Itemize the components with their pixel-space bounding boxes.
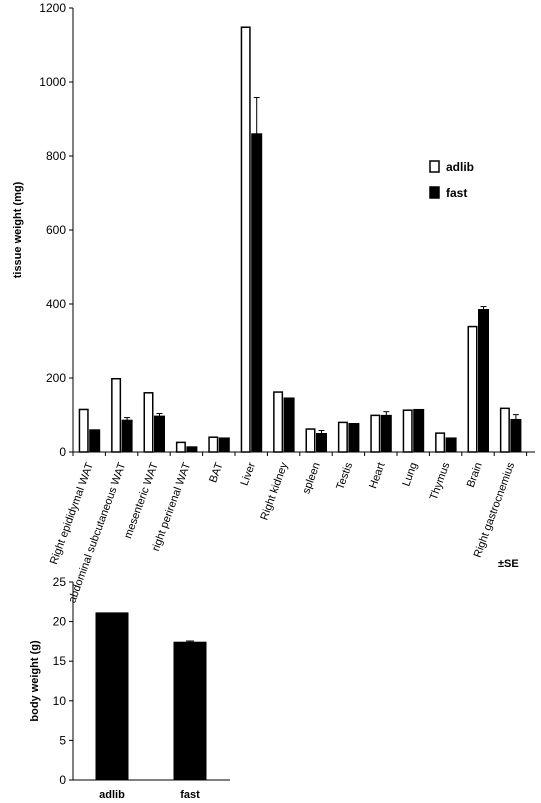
- body-y-tick-label: 10: [53, 694, 67, 708]
- bar-adlib-spleen: [305, 428, 316, 453]
- category-label: Right kidney: [258, 460, 290, 521]
- bar-adlib-abdominal-subcutaneous-wat: [111, 377, 122, 453]
- bar-adlib-heart: [370, 414, 381, 453]
- bar-adlib-right-perirenal-wat: [175, 441, 186, 453]
- bar-fast-liver: [251, 133, 263, 453]
- category-label: Thymus: [428, 460, 453, 501]
- tissue-weight-chart: tissue weight (mg) adlib fast ±SE 0 200 40…: [12, 1, 535, 605]
- bar-fast-abdominal-subcutaneous-wat: [121, 419, 133, 453]
- body-y-tick-label: 5: [59, 733, 66, 747]
- body-y-tick-label: 25: [53, 575, 67, 589]
- bar-body-weight-adlib: [95, 612, 129, 781]
- tissue-legend: adlib fast: [429, 160, 474, 200]
- tissue-y-tick-label: 1000: [39, 75, 66, 89]
- se-note: ±SE: [498, 558, 519, 570]
- category-label: BAT: [207, 461, 225, 485]
- body-y-tick-label: 0: [59, 773, 66, 787]
- bar-fast-right-epididymal-wat: [89, 429, 101, 453]
- body-y-axis-title: body weight (g): [29, 640, 41, 722]
- bar-fast-testis: [348, 423, 360, 453]
- bar-adlib-testis: [337, 421, 348, 453]
- category-label: Lung: [400, 461, 420, 488]
- category-label: Heart: [367, 461, 387, 490]
- legend-label-adlib: adlib: [446, 160, 474, 174]
- category-label: fast: [180, 789, 200, 801]
- tissue-y-tick-label: 400: [46, 297, 66, 311]
- bar-adlib-right-kidney: [273, 391, 284, 453]
- body-y-tick-label: 15: [53, 654, 67, 668]
- legend-swatch-fast: [429, 186, 440, 199]
- bar-adlib-thymus: [435, 432, 446, 453]
- category-label: Liver: [239, 461, 259, 488]
- category-label: adlib: [99, 789, 125, 801]
- tissue-y-axis-title: tissue weight (mg): [12, 181, 24, 278]
- category-label: mesenteric WAT: [122, 461, 161, 541]
- bar-fast-spleen: [316, 433, 327, 453]
- bar-body-weight-fast: [173, 641, 207, 781]
- bar-adlib-bat: [208, 436, 219, 453]
- bar-fast-heart: [380, 414, 392, 453]
- bar-fast-thymus: [445, 437, 457, 453]
- tissue-y-tick-label: 600: [46, 223, 66, 237]
- legend-swatch-adlib: [429, 160, 440, 173]
- body-y-tick-label: 20: [53, 615, 67, 629]
- bar-fast-right-kidney: [283, 397, 295, 453]
- body-weight-chart: body weight (g) 0 5 10 15 20 25 adlib fast: [29, 575, 230, 801]
- bar-adlib-right-epididymal-wat: [78, 408, 89, 453]
- bar-adlib-right-gastrocnemius: [499, 407, 510, 453]
- category-label: abdominal subcutaneous WAT: [66, 461, 128, 605]
- tissue-y-tick-label: 1200: [39, 1, 66, 15]
- category-label: spleen: [300, 461, 322, 496]
- bar-adlib-mesenteric-wat: [143, 392, 154, 453]
- category-label: Brain: [465, 461, 485, 489]
- bar-fast-lung: [413, 408, 425, 453]
- tissue-y-tick-label: 800: [46, 149, 66, 163]
- legend-label-fast: fast: [446, 186, 467, 200]
- category-label: Testis: [334, 460, 355, 491]
- bar-fast-right-perirenal-wat: [186, 446, 198, 453]
- bar-adlib-liver: [240, 26, 251, 453]
- bar-fast-bat: [218, 437, 230, 453]
- tissue-y-tick-label: 200: [46, 371, 66, 385]
- bar-fast-right-gastrocnemius: [510, 418, 522, 453]
- bar-fast-brain: [478, 309, 489, 453]
- bar-adlib-lung: [402, 409, 413, 453]
- tissue-y-tick-label: 0: [59, 445, 66, 459]
- bar-fast-mesenteric-wat: [154, 415, 165, 453]
- bar-adlib-brain: [467, 325, 478, 453]
